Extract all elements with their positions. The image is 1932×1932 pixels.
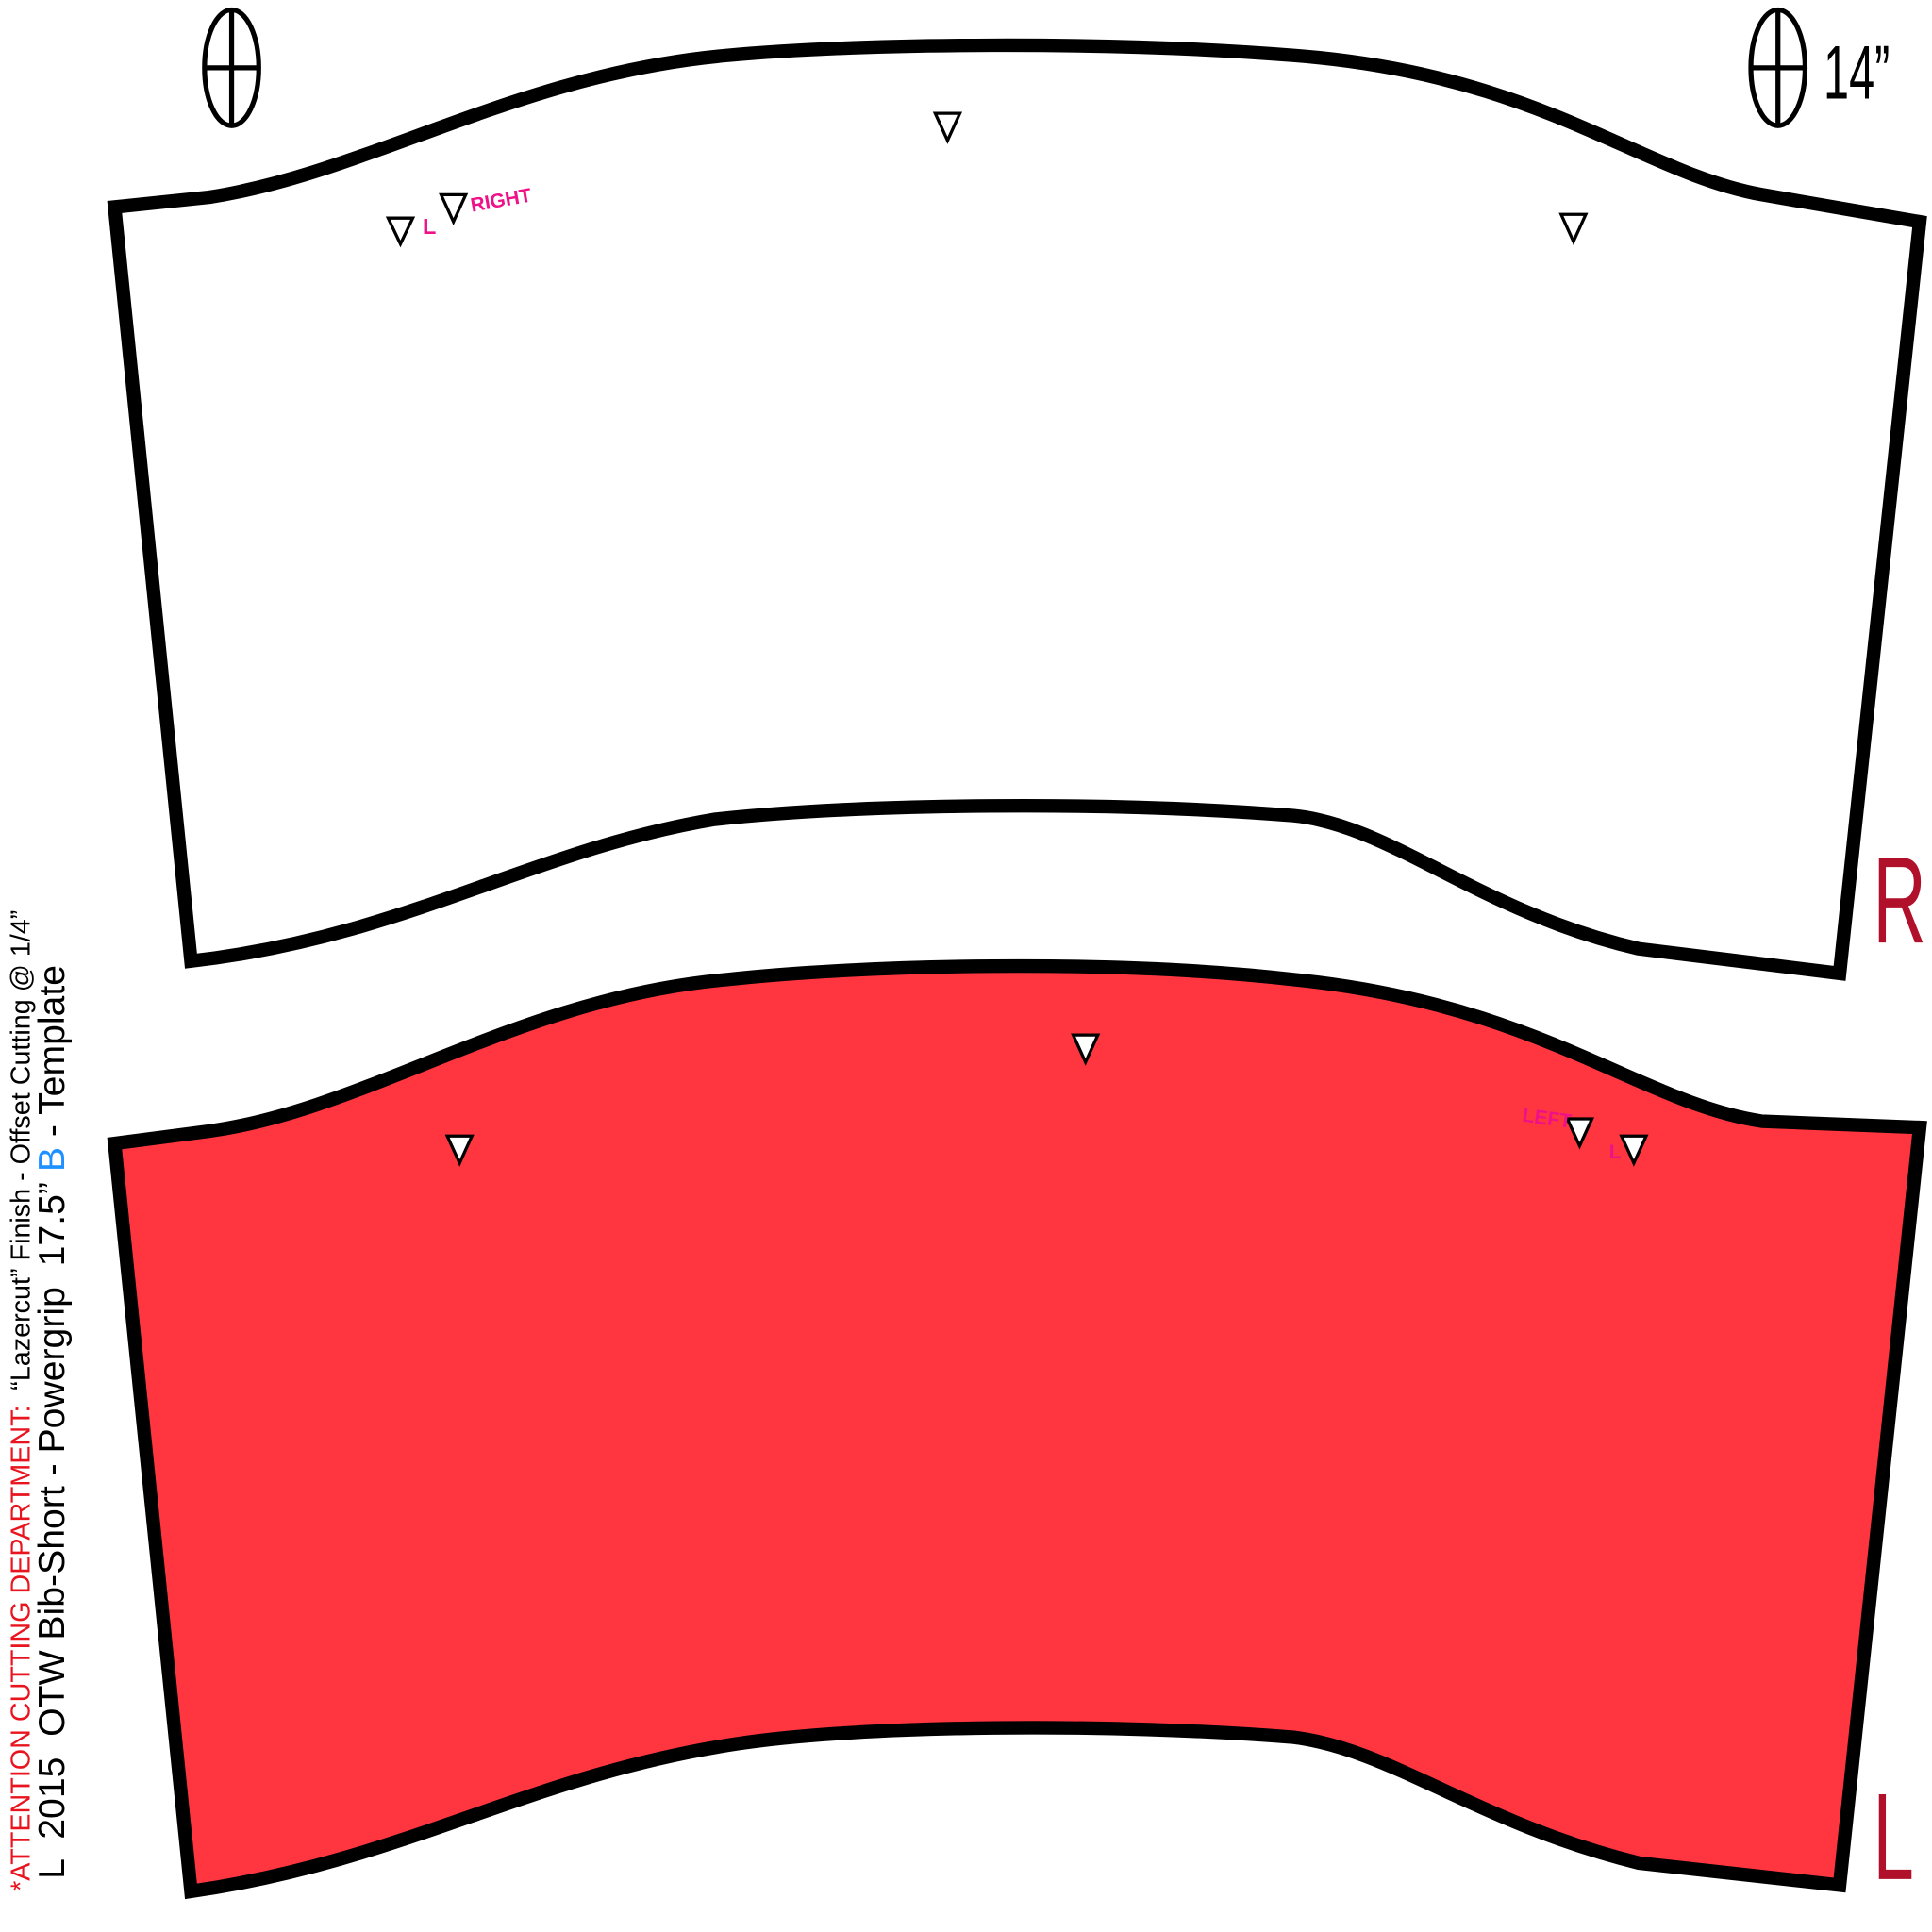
attention: *ATTENTION CUTTING DEPARTMENT: <box>6 1406 36 1891</box>
notch <box>439 192 469 226</box>
pattern-piece <box>107 38 1927 981</box>
template-title: L 2015 OTW Bib-Short - Powergrip 17.5” B… <box>32 965 73 1879</box>
registration-mark <box>202 7 261 128</box>
cutting-note: *ATTENTION CUTTING DEPARTMENT: “Lazercut… <box>6 910 36 1891</box>
piece-side: L <box>1873 1768 1914 1906</box>
size-label: 14” <box>1824 31 1890 116</box>
notch <box>932 111 963 144</box>
notch-label: L <box>1609 1141 1622 1163</box>
instruction: “Lazercut” Finish - Offset Cutting @ 1/4… <box>6 910 36 1391</box>
title: L 2015 OTW Bib-Short - Powergrip 17.5” <box>32 1182 73 1879</box>
notch <box>444 1134 475 1167</box>
pattern-piece <box>107 958 1927 1900</box>
registration-mark <box>1748 7 1808 128</box>
notch <box>1558 212 1589 245</box>
notch <box>1619 1134 1649 1167</box>
notch-label: L <box>423 214 436 239</box>
piece-side: R <box>1873 832 1926 970</box>
template: - Template <box>32 965 73 1137</box>
notch <box>1071 1033 1101 1066</box>
variant: B <box>32 1147 73 1172</box>
notch <box>1564 1117 1595 1150</box>
notch <box>385 216 416 248</box>
